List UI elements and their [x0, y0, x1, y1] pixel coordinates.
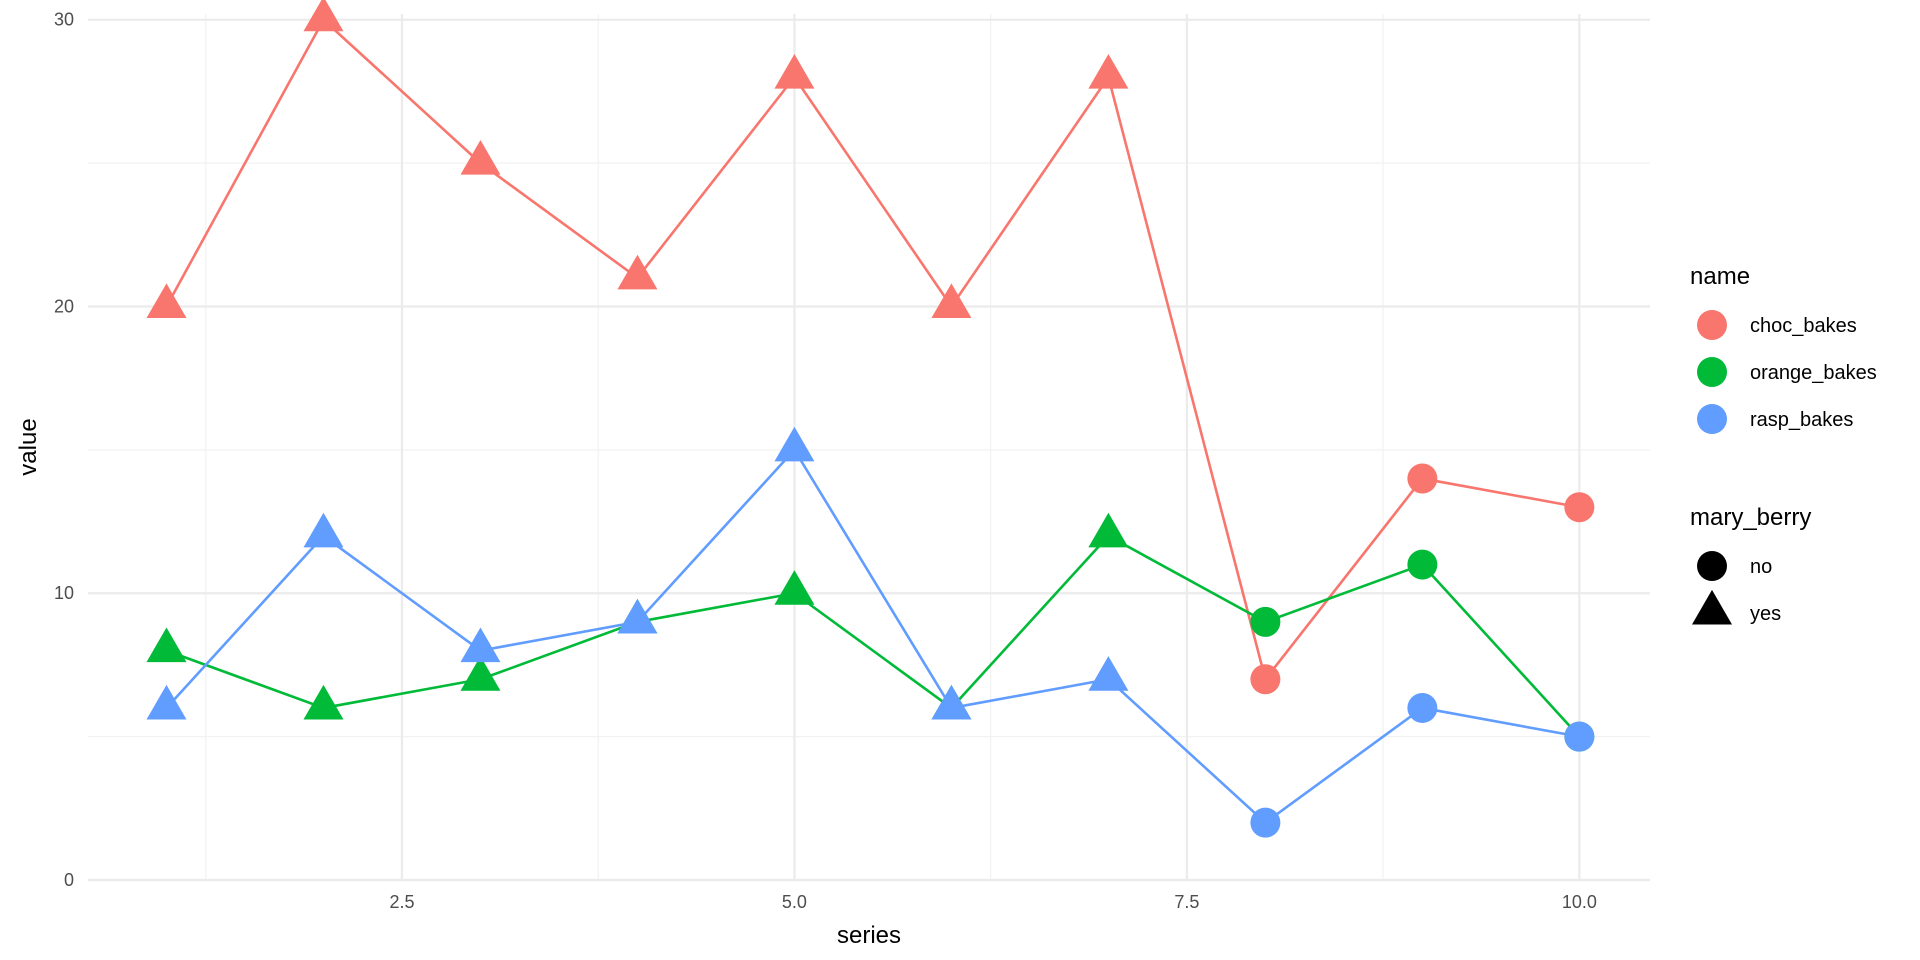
series-line-choc-bakes: [165, 18, 1580, 681]
point-choc-bakes: [303, 0, 344, 32]
x-axis-title: series: [837, 922, 901, 949]
series-line-orange-bakes: [166, 534, 1581, 738]
y-tick-label: 10: [54, 583, 74, 603]
point-rasp-bakes: [1088, 656, 1129, 691]
minor-gridlines: [88, 14, 1650, 880]
x-tick-label: 10.0: [1562, 892, 1597, 912]
point-choc-bakes: [617, 254, 658, 290]
point-rasp-bakes: [460, 627, 501, 663]
point-rasp-bakes: [774, 426, 815, 462]
point-orange-bakes: [303, 684, 344, 720]
x-tick-label: 7.5: [1174, 892, 1199, 912]
point-orange-bakes: [146, 627, 187, 663]
x-axis-tick-labels: 2.5 5.0 7.5 10.0: [389, 892, 1596, 912]
point-rasp-bakes: [146, 684, 187, 720]
point-choc-bakes: [146, 283, 187, 319]
point-choc-bakes: [1564, 492, 1595, 523]
series-line-rasp-bakes: [165, 448, 1580, 824]
legend-label-yes: yes: [1750, 603, 1781, 625]
point-orange-bakes: [460, 656, 501, 691]
point-choc-bakes: [1250, 664, 1281, 695]
point-rasp-bakes: [1250, 807, 1281, 838]
legend-label-orange-bakes: orange_bakes: [1750, 362, 1877, 384]
y-tick-label: 20: [54, 296, 74, 316]
y-tick-label: 0: [64, 870, 74, 890]
y-axis-tick-labels: 0 10 20 30: [54, 10, 74, 890]
point-choc-bakes: [1407, 463, 1438, 494]
legend-key-rasp-bakes: [1697, 404, 1727, 434]
legend-label-rasp-bakes: rasp_bakes: [1750, 409, 1853, 431]
legend-key-choc-bakes: [1697, 310, 1727, 340]
point-choc-bakes: [774, 53, 815, 89]
point-orange-bakes: [774, 570, 815, 605]
legend-shape-entries: no yes: [1692, 551, 1781, 625]
x-tick-label: 2.5: [389, 892, 414, 912]
legend-key-yes: [1692, 589, 1732, 625]
point-orange-bakes: [1088, 512, 1129, 548]
legend-title-name: name: [1690, 263, 1750, 290]
point-choc-bakes: [1088, 53, 1129, 89]
point-orange-bakes: [1250, 606, 1281, 637]
legend-key-no: [1697, 551, 1727, 581]
y-tick-label: 30: [54, 10, 74, 30]
point-rasp-bakes: [303, 512, 344, 548]
y-axis-title: value: [15, 418, 42, 475]
point-rasp-bakes: [1407, 692, 1438, 723]
point-choc-bakes: [931, 283, 972, 319]
legend: name choc_bakes orange_bakes rasp_bakes ma…: [1690, 263, 1877, 625]
point-rasp-bakes: [617, 598, 658, 634]
legend-color-entries: choc_bakes orange_bakes rasp_bakes: [1697, 310, 1877, 434]
series-lines: [165, 18, 1581, 824]
legend-label-no: no: [1750, 556, 1772, 578]
legend-title-mary-berry: mary_berry: [1690, 504, 1811, 531]
x-tick-label: 5.0: [782, 892, 807, 912]
point-rasp-bakes: [931, 684, 972, 720]
point-rasp-bakes: [1564, 721, 1595, 752]
point-orange-bakes: [1407, 549, 1438, 580]
data-points: [146, 0, 1595, 838]
point-choc-bakes: [460, 140, 501, 175]
major-gridlines: [88, 14, 1650, 882]
legend-key-orange-bakes: [1697, 357, 1727, 387]
legend-label-choc-bakes: choc_bakes: [1750, 315, 1857, 337]
